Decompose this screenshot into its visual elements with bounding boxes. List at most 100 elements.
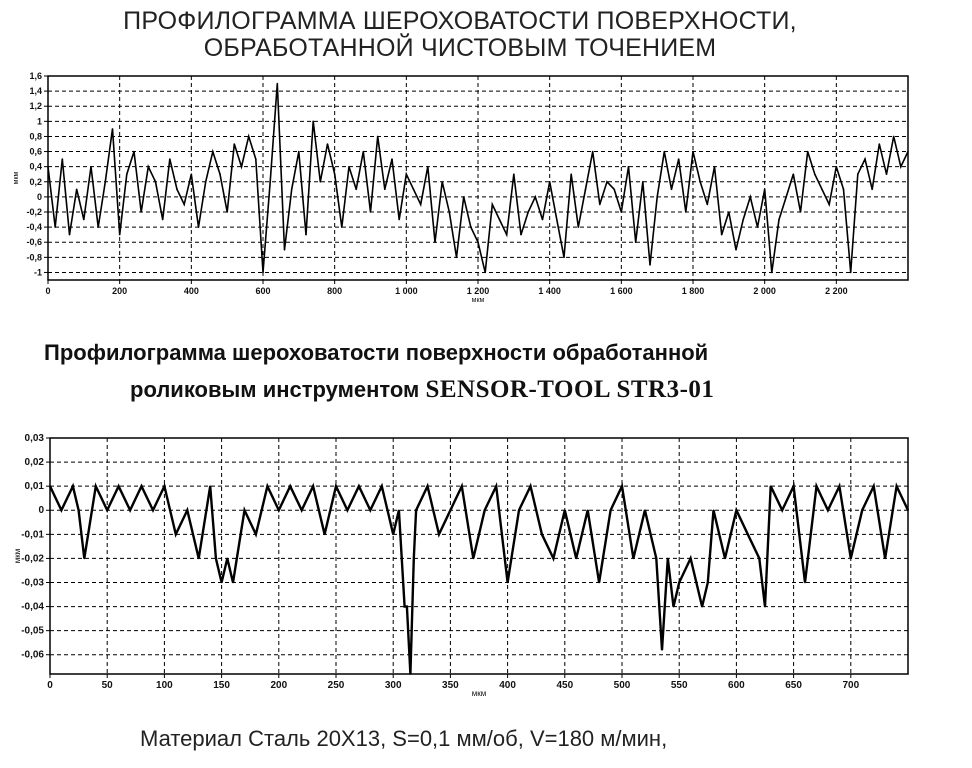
data-point <box>541 218 544 221</box>
data-point <box>106 509 108 512</box>
data-point <box>68 233 71 236</box>
data-point <box>828 203 830 206</box>
chart2-title-text: роликовым инструментом <box>130 377 420 402</box>
data-point <box>412 557 415 560</box>
data-point <box>689 557 692 560</box>
data-point <box>900 165 902 168</box>
y-tick-label: 0,01 <box>25 481 45 492</box>
data-point <box>661 649 663 651</box>
data-point <box>348 165 350 168</box>
data-point <box>346 509 349 512</box>
data-point <box>300 509 303 512</box>
data-point <box>147 165 150 168</box>
data-point <box>907 509 909 512</box>
data-point <box>518 509 520 512</box>
y-tick-label: -0,01 <box>21 529 44 540</box>
data-point <box>575 557 578 560</box>
data-point <box>649 264 651 266</box>
data-point <box>219 173 221 176</box>
data-point <box>369 211 372 213</box>
data-point <box>326 143 329 145</box>
data-point <box>670 188 673 191</box>
y-tick-label: -0,6 <box>26 237 42 247</box>
data-point <box>712 509 715 512</box>
data-point <box>627 165 630 168</box>
y-tick-label: 0,02 <box>25 457 45 468</box>
data-point <box>289 485 292 487</box>
data-point <box>513 173 515 176</box>
data-point <box>699 180 701 183</box>
data-point <box>398 509 400 512</box>
data-point <box>634 241 637 244</box>
data-point <box>392 533 395 536</box>
data-point <box>821 188 823 191</box>
data-point <box>341 226 343 228</box>
data-point <box>701 605 703 608</box>
y-tick-label: 1,2 <box>29 101 42 111</box>
data-point <box>749 196 752 198</box>
data-point <box>747 533 749 536</box>
data-point <box>129 509 131 512</box>
data-point <box>226 557 229 560</box>
chart1-title-line2: ОБРАБОТАННОЙ ЧИСТОВЫМ ТОЧЕНИЕМ <box>203 34 717 62</box>
data-point <box>403 605 406 608</box>
x-tick-label: 1 200 <box>467 286 490 296</box>
data-point <box>495 485 497 487</box>
chart1-svg: 1,6 1,4 1,2 1 0,8 0,6 0,4 0,2 0 -0,2 -0,4 -0,6 -0,8 -… <box>13 71 909 304</box>
data-point <box>90 165 92 168</box>
data-point <box>720 233 723 236</box>
x-axis-label: мкм <box>472 297 485 304</box>
data-point <box>642 180 644 183</box>
y-axis-label: мкм <box>13 171 20 184</box>
x-tick-label: 1 400 <box>538 286 561 296</box>
data-point <box>792 173 795 176</box>
data-point <box>861 509 864 512</box>
data-point <box>591 150 594 153</box>
data-point <box>548 180 551 183</box>
data-point <box>441 180 443 183</box>
x-tick-label: 350 <box>442 680 459 691</box>
data-point <box>434 241 436 244</box>
data-point <box>412 188 415 191</box>
plot-frame <box>49 437 909 675</box>
data-point <box>190 173 193 176</box>
data-point <box>577 226 580 228</box>
data-point <box>620 211 623 213</box>
data-point <box>505 233 508 236</box>
data-point <box>491 203 494 206</box>
data-point <box>835 165 838 168</box>
data-point <box>391 158 393 160</box>
data-point <box>77 509 80 512</box>
data-point <box>54 226 56 228</box>
x-tick-label: 650 <box>785 680 802 691</box>
data-point <box>169 158 171 160</box>
data-point <box>209 485 211 487</box>
data-point <box>247 135 250 138</box>
x-tick-label: 0 <box>47 680 53 691</box>
data-point <box>570 173 572 176</box>
data-point <box>563 256 565 259</box>
data-point <box>849 271 852 274</box>
y-tick-label: 0,8 <box>29 131 42 141</box>
x-tick-label: 400 <box>499 680 516 691</box>
x-tick-label: 1 800 <box>682 286 705 296</box>
data-point <box>534 196 537 198</box>
x-tick-label: 2 000 <box>753 286 776 296</box>
data-point <box>152 509 154 512</box>
data-point <box>864 158 866 160</box>
data-point <box>197 226 200 228</box>
data-point <box>278 509 280 512</box>
data-point <box>656 196 658 198</box>
data-point <box>243 509 246 512</box>
data-point <box>552 557 555 560</box>
data-point <box>541 533 543 536</box>
x-tick-label: 250 <box>328 680 345 691</box>
x-tick-label: 600 <box>728 680 745 691</box>
data-point <box>220 581 223 584</box>
data-point <box>756 226 759 228</box>
data-point <box>613 188 615 191</box>
data-point <box>362 150 365 153</box>
data-point <box>781 509 783 512</box>
data-point <box>666 557 669 560</box>
data-point <box>806 150 809 153</box>
